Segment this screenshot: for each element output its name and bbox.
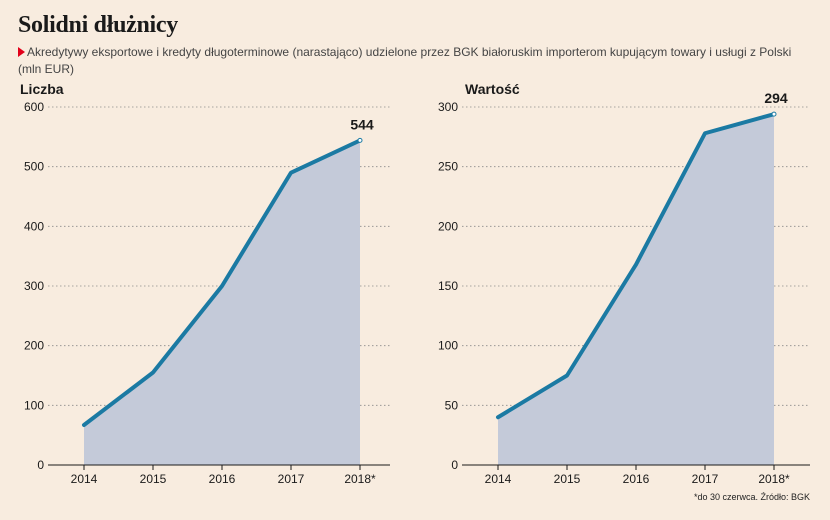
x-tick-label: 2014 (485, 472, 512, 486)
y-tick-label: 100 (438, 339, 458, 353)
panel-title-wartosc: Wartość (465, 81, 520, 97)
data-label: 294 (764, 90, 788, 106)
y-tick-label: 0 (451, 458, 458, 472)
x-tick-label: 2014 (71, 472, 98, 486)
y-tick-label: 300 (24, 279, 44, 293)
bullet-triangle-icon (18, 47, 25, 57)
x-tick-label: 2016 (623, 472, 650, 486)
x-tick-label: 2018* (758, 472, 790, 486)
x-tick-label: 2017 (278, 472, 305, 486)
y-tick-label: 300 (438, 100, 458, 114)
x-tick-label: 2015 (554, 472, 581, 486)
y-tick-label: 600 (24, 100, 44, 114)
data-label: 544 (350, 116, 374, 132)
y-tick-label: 400 (24, 219, 44, 233)
x-tick-label: 2015 (140, 472, 167, 486)
y-tick-label: 200 (438, 219, 458, 233)
x-tick-label: 2016 (209, 472, 236, 486)
end-point-marker (357, 137, 363, 143)
series-line (82, 138, 362, 428)
y-tick-label: 100 (24, 398, 44, 412)
area-fill (84, 140, 360, 465)
footnote: *do 30 czerwca. Źródło: BGK (693, 492, 810, 502)
chart-title: Solidni dłużnicy (18, 12, 178, 38)
y-tick-label: 200 (24, 339, 44, 353)
x-tick-label: 2018* (344, 472, 376, 486)
y-tick-label: 150 (438, 279, 458, 293)
x-tick-label: 2017 (692, 472, 719, 486)
panel-title-liczba: Liczba (20, 81, 64, 97)
chart-subtitle: Akredytywy eksportowe i kredyty długoter… (18, 44, 808, 78)
y-tick-label: 500 (24, 160, 44, 174)
subtitle-text: Akredytywy eksportowe i kredyty długoter… (18, 45, 792, 76)
y-tick-label: 50 (445, 398, 459, 412)
y-tick-label: 250 (438, 160, 458, 174)
end-point-marker (771, 111, 777, 117)
series-line (496, 112, 776, 420)
y-tick-label: 0 (37, 458, 44, 472)
